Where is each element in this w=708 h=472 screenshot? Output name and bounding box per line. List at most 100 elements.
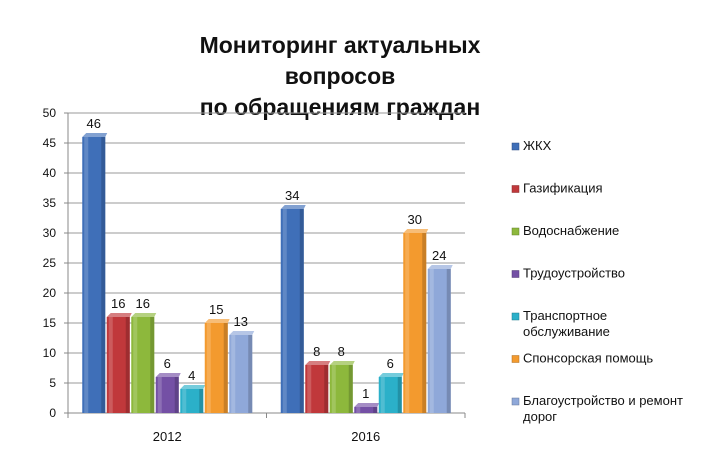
y-tick-label: 40: [43, 166, 57, 180]
chart-title-line-2: по обращениям граждан: [199, 94, 481, 120]
legend-swatch: [511, 185, 520, 193]
x-category-label: 2012: [153, 429, 182, 444]
bar-shadow: [125, 317, 130, 413]
bar-highlight: [206, 323, 211, 413]
data-label: 15: [209, 302, 223, 317]
bar-top: [329, 361, 355, 365]
bar-top: [403, 229, 429, 233]
legend-swatch: [511, 227, 520, 236]
bar-top: [305, 361, 331, 365]
bar-shadow: [248, 335, 253, 413]
legend-label: Спонсорская помощь: [523, 351, 653, 366]
legend-swatch: [511, 355, 520, 363]
data-label: 16: [111, 296, 125, 311]
bar-top: [354, 403, 380, 407]
legend-label-line: Транспортное: [523, 308, 607, 323]
legend-swatch: [511, 397, 520, 406]
legend: ЖКХ Газификация Водоснабжение Трудоустройст…: [511, 138, 683, 424]
data-label: 8: [338, 344, 345, 359]
bar-top: [427, 265, 453, 269]
bar: [354, 407, 378, 413]
bar-highlight: [108, 317, 113, 413]
chart-title: Мониторинг актуальных вопросов по обраще…: [150, 30, 530, 123]
legend-label-line: Благоустройство и ремонт: [523, 393, 683, 408]
y-tick-label: 5: [49, 376, 56, 390]
data-label: 8: [313, 344, 320, 359]
bar-top: [155, 373, 181, 377]
legend-label-line: Водоснабжение: [523, 223, 619, 238]
legend-swatch: [511, 270, 520, 278]
bars: [82, 133, 453, 413]
legend-label-line: обслуживание: [523, 324, 610, 339]
x-category-label: 2016: [351, 429, 380, 444]
bar-shadow: [324, 365, 329, 413]
bar-top: [280, 205, 306, 209]
data-label: 13: [234, 314, 248, 329]
bar-highlight: [429, 269, 434, 413]
bar-top: [131, 313, 157, 317]
data-label: 6: [387, 356, 394, 371]
legend-label: Благоустройство и ремонт дорог: [523, 393, 683, 424]
bar-top: [180, 385, 206, 389]
bar-top: [82, 133, 108, 137]
legend-swatch: [511, 312, 520, 321]
legend-label-line: Спонсорская помощь: [523, 351, 653, 366]
y-tick-label: 10: [43, 346, 57, 360]
bar-top: [204, 319, 230, 323]
y-tick-label: 45: [43, 136, 57, 150]
y-tick-label: 15: [43, 316, 57, 330]
bar-top: [106, 313, 132, 317]
bar-highlight: [331, 365, 336, 413]
legend-label: Газификация: [523, 181, 603, 196]
legend-label: Транспортное обслуживание: [523, 308, 610, 339]
bar-shadow: [199, 389, 204, 413]
bar-highlight: [307, 365, 312, 413]
legend-label: Трудоустройство: [523, 266, 625, 281]
data-label: 24: [432, 248, 446, 263]
data-label: 46: [87, 116, 101, 131]
bar-shadow: [299, 209, 304, 413]
bar-top: [378, 373, 404, 377]
bar-shadow: [223, 323, 228, 413]
data-label: 30: [408, 212, 422, 227]
y-tick-label: 20: [43, 286, 57, 300]
legend-label-line: ЖКХ: [523, 138, 552, 153]
chart-title-line-1: Мониторинг актуальных вопросов: [199, 32, 481, 89]
y-tick-label: 0: [49, 406, 56, 420]
legend-label-line: Трудоустройство: [523, 266, 625, 281]
y-tick-label: 35: [43, 196, 57, 210]
bar-highlight: [405, 233, 410, 413]
bar-highlight: [182, 389, 187, 413]
legend-label: Водоснабжение: [523, 223, 619, 238]
bar-shadow: [101, 137, 106, 413]
legend-label-line: Газификация: [523, 181, 603, 196]
data-label: 6: [164, 356, 171, 371]
bar-highlight: [231, 335, 236, 413]
bar-highlight: [133, 317, 138, 413]
bar-highlight: [84, 137, 89, 413]
axes: 0 5 10 15 20 25 30 35 40 45 50 2012 2016: [43, 106, 466, 444]
y-tick-label: 25: [43, 256, 57, 270]
bar-shadow: [150, 317, 155, 413]
data-label: 34: [285, 188, 299, 203]
bar-shadow: [446, 269, 451, 413]
bar-shadow: [348, 365, 353, 413]
bar-shadow: [397, 377, 402, 413]
data-label: 4: [188, 368, 195, 383]
data-label: 16: [136, 296, 150, 311]
bar-shadow: [174, 377, 179, 413]
y-tick-label: 30: [43, 226, 57, 240]
bar-shadow: [373, 407, 378, 413]
bar-highlight: [356, 407, 361, 413]
bar-highlight: [157, 377, 162, 413]
bar-highlight: [282, 209, 287, 413]
y-tick-label: 50: [43, 106, 57, 120]
legend-label: ЖКХ: [523, 138, 552, 153]
legend-label-line: дорог: [523, 409, 557, 424]
bar-highlight: [380, 377, 385, 413]
bar-shadow: [422, 233, 427, 413]
legend-swatch: [511, 142, 520, 151]
bar-top: [229, 331, 255, 335]
